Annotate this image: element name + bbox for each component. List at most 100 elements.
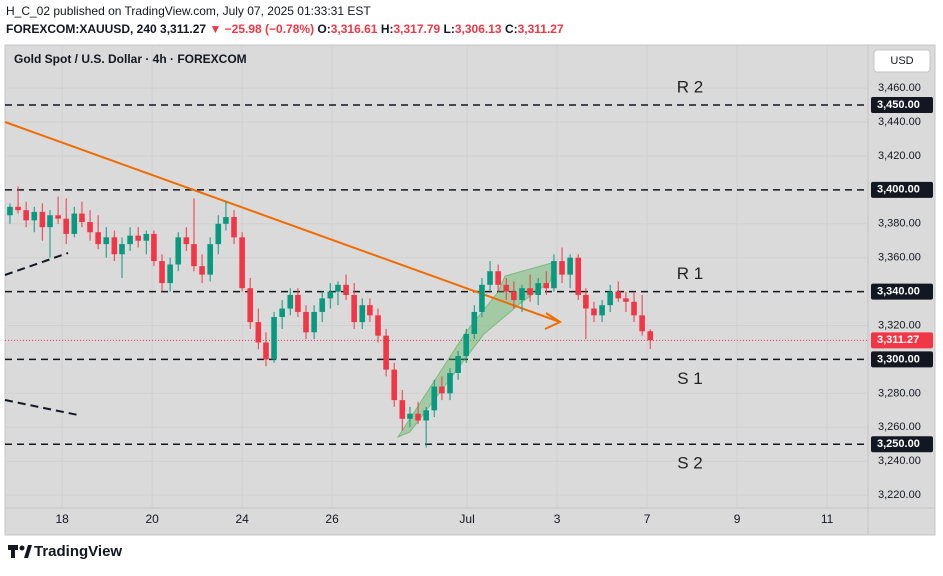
x-tick-label: 7	[644, 512, 651, 526]
symbol: FOREXCOM:XAUUSD, 240	[6, 22, 157, 36]
candle-body	[207, 244, 213, 275]
last-price-box	[871, 332, 933, 349]
axes: 3,460.00 3,440.00 3,420.00 3,380.00 3,360.00…	[55, 82, 933, 526]
candle-body	[623, 298, 629, 302]
candle-body	[335, 284, 341, 292]
candle-body	[447, 373, 453, 394]
level-label: 3,250.00	[877, 438, 920, 450]
candle-body	[567, 257, 573, 275]
symbol-line: FOREXCOM:XAUUSD, 240 3,311.27 ▼ −25.98 (…	[6, 22, 564, 36]
ohlc-label: O:	[317, 22, 330, 36]
candle-body	[527, 288, 533, 295]
dashed-line	[4, 252, 69, 276]
candle-body	[487, 271, 493, 285]
candle-body	[503, 284, 510, 292]
level-label: 3,300.00	[877, 353, 920, 365]
level-label: 3,340.00	[877, 286, 920, 298]
chart-title: Gold Spot / U.S. Dollar · 4h · FOREXCOM	[14, 52, 247, 66]
level-label-box	[871, 97, 933, 114]
candle-body	[327, 291, 334, 299]
candle-body	[311, 311, 317, 333]
grid	[5, 45, 868, 508]
candle-body	[95, 232, 101, 245]
ohlc-label: C:	[505, 22, 518, 36]
candle-body	[223, 216, 229, 224]
logo-part	[24, 545, 32, 558]
candle-body	[255, 322, 262, 343]
candle-body	[319, 298, 326, 312]
candle-body	[135, 235, 141, 241]
level-label-box	[871, 351, 933, 368]
candle-body	[279, 308, 285, 318]
candle-body	[287, 294, 294, 309]
candle-body	[247, 288, 254, 323]
candle-body	[639, 315, 645, 332]
y-tick-label: 3,360.00	[878, 252, 921, 264]
y-tick-label: 3,280.00	[878, 387, 921, 399]
levels: R 2 R 1 S 1 S 2	[5, 78, 868, 473]
candle-body	[495, 271, 501, 285]
candle-body	[199, 266, 205, 275]
x-tick-label: 24	[235, 512, 249, 526]
candles	[7, 186, 654, 448]
trend-arrow	[544, 312, 563, 330]
y-tick-label: 3,380.00	[878, 218, 921, 230]
trend-line	[4, 121, 561, 323]
candle-body	[599, 305, 605, 316]
candle-body	[343, 284, 349, 295]
candle-body	[303, 311, 309, 333]
candle-body	[431, 386, 438, 411]
y-tick-label: 3,420.00	[878, 150, 921, 162]
candle-body	[167, 264, 173, 284]
candle-body	[119, 244, 125, 255]
candle-body	[439, 386, 445, 394]
y-tick-label: 3,240.00	[878, 455, 921, 467]
candle-body	[87, 222, 93, 233]
candle-body	[175, 237, 182, 265]
candle-body	[23, 210, 29, 221]
candle-body	[591, 308, 597, 316]
candle-body	[103, 237, 110, 245]
candle-body	[47, 215, 53, 228]
candle-body	[7, 206, 13, 216]
candle-body	[463, 333, 469, 357]
x-tick-label: 26	[325, 512, 339, 526]
logo-part	[19, 545, 25, 551]
candle-body	[375, 315, 381, 336]
candle-body	[55, 215, 61, 219]
candle-body	[111, 237, 118, 255]
y-tick-label: 3,260.00	[878, 421, 921, 433]
candle-body	[391, 369, 398, 401]
candle-body	[615, 291, 622, 299]
logo	[8, 545, 32, 558]
candle-body	[607, 291, 613, 306]
currency-button[interactable]	[873, 49, 931, 73]
candle-body	[367, 305, 373, 316]
last-price: 3,311.27	[160, 22, 206, 36]
candle-body	[511, 291, 517, 301]
ohlc-value: 3,306.13	[455, 22, 502, 36]
candle-body	[31, 211, 38, 221]
candle-body	[519, 288, 525, 301]
last-price-label: 3,311.27	[877, 334, 919, 346]
candle-body	[415, 413, 421, 421]
candle-body	[295, 294, 301, 312]
candle-body	[423, 410, 429, 421]
candle-body	[383, 335, 389, 370]
ohlc-label: H:	[381, 22, 394, 36]
y-tick-label: 3,320.00	[878, 319, 921, 331]
candle-body	[535, 283, 541, 295]
candle-body	[359, 305, 366, 323]
candle-body	[183, 237, 190, 245]
level-name: R 1	[677, 264, 703, 283]
change: ▼ −25.98 (−0.78%)	[209, 22, 314, 36]
ohlc-label: L:	[444, 22, 455, 36]
candle-body	[215, 223, 222, 245]
level-label-box	[871, 283, 933, 300]
candle-body	[127, 235, 133, 245]
candle-body	[79, 213, 85, 223]
candle-body	[455, 356, 461, 374]
candle-body	[71, 213, 78, 234]
level-label: 3,400.00	[877, 184, 920, 196]
candle-body	[471, 311, 478, 334]
